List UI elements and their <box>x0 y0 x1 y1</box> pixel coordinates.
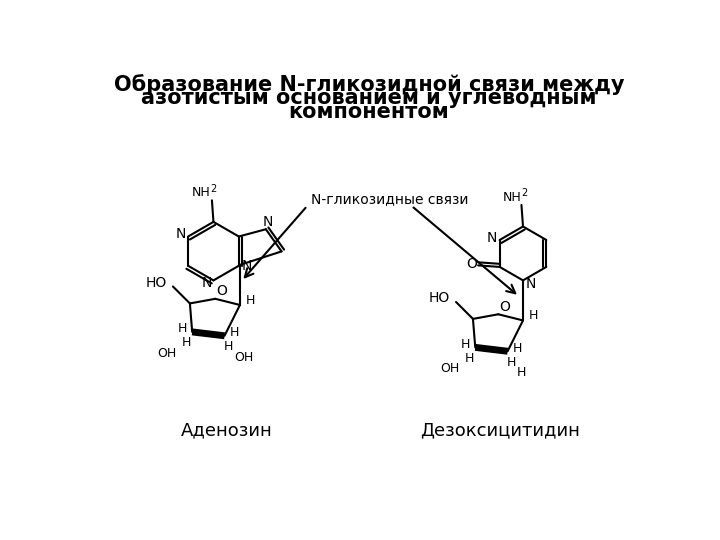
Text: Дезоксицитидин: Дезоксицитидин <box>420 422 580 440</box>
Text: N: N <box>487 231 497 245</box>
Text: H: H <box>178 322 187 335</box>
Text: NH: NH <box>192 186 210 199</box>
Text: 2: 2 <box>210 184 217 194</box>
Text: Аденозин: Аденозин <box>181 422 272 440</box>
Text: OH: OH <box>234 351 253 364</box>
Text: 2: 2 <box>521 188 528 198</box>
Text: N: N <box>242 259 252 273</box>
Text: H: H <box>181 336 191 349</box>
Text: H: H <box>513 342 522 355</box>
Text: H: H <box>246 294 255 307</box>
Text: H: H <box>528 309 538 322</box>
Text: NH: NH <box>503 191 521 204</box>
Text: азотистым основанием и углеводным: азотистым основанием и углеводным <box>141 88 597 108</box>
Text: O: O <box>216 284 227 298</box>
Text: N: N <box>176 227 186 241</box>
Text: N: N <box>526 277 536 291</box>
Text: H: H <box>517 366 526 379</box>
Text: N-гликозидные связи: N-гликозидные связи <box>311 193 469 206</box>
Text: OH: OH <box>441 362 460 375</box>
Text: N: N <box>202 276 212 289</box>
Text: H: H <box>224 340 233 353</box>
Text: O: O <box>499 300 510 314</box>
Text: компонентом: компонентом <box>289 102 449 122</box>
Text: N: N <box>263 215 274 230</box>
Text: H: H <box>461 338 470 351</box>
Text: H: H <box>464 352 474 365</box>
Text: Образование N-гликозидной связи между: Образование N-гликозидной связи между <box>114 74 624 95</box>
Text: HO: HO <box>145 275 166 289</box>
Text: H: H <box>507 355 516 368</box>
Text: O: O <box>467 257 477 271</box>
Text: OH: OH <box>158 347 177 360</box>
Text: HO: HO <box>428 291 450 305</box>
Text: H: H <box>230 326 239 339</box>
